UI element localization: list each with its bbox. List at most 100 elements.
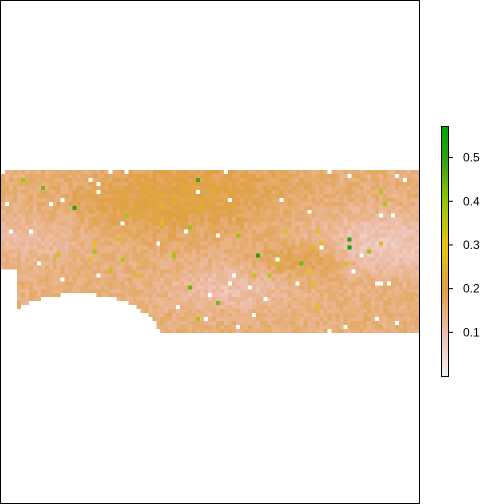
colorbar-tick-label: 0.2: [463, 282, 480, 296]
colorbar-step: [442, 231, 448, 233]
colorbar-step: [442, 265, 448, 267]
colorbar-step: [442, 283, 448, 285]
colorbar-step: [442, 194, 448, 196]
colorbar-step: [442, 195, 448, 197]
colorbar-step: [442, 147, 448, 149]
colorbar-step: [442, 214, 448, 216]
colorbar-step: [442, 330, 448, 332]
colorbar-step: [442, 151, 448, 153]
colorbar-step: [442, 369, 448, 371]
colorbar-step: [442, 263, 448, 265]
colorbar-step: [442, 338, 448, 340]
colorbar-step: [442, 129, 448, 131]
colorbar-step: [442, 185, 448, 187]
colorbar-tick-label: 0.3: [463, 238, 480, 252]
colorbar-step: [442, 219, 448, 221]
colorbar-step: [442, 247, 448, 249]
colorbar-step: [442, 275, 448, 277]
colorbar-step: [442, 371, 448, 373]
colorbar-step: [442, 228, 448, 230]
colorbar-step: [442, 285, 448, 287]
colorbar-step: [442, 127, 448, 129]
colorbar-step: [442, 287, 448, 289]
colorbar-step: [442, 229, 448, 231]
colorbar-step: [442, 278, 448, 280]
colorbar-step: [442, 347, 448, 349]
colorbar-step: [442, 207, 448, 209]
colorbar-step: [442, 159, 448, 161]
colorbar-step: [442, 336, 448, 338]
colorbar-tick-label: 0.1: [463, 325, 480, 339]
colorbar-gradient: [442, 127, 448, 377]
colorbar-step: [442, 303, 448, 305]
colorbar-step: [442, 203, 448, 205]
colorbar-step: [442, 211, 448, 213]
colorbar-step: [442, 178, 448, 180]
colorbar-step: [442, 193, 448, 195]
colorbar-step: [442, 309, 448, 311]
colorbar-step: [442, 316, 448, 318]
colorbar-step: [442, 216, 448, 218]
colorbar-step: [442, 328, 448, 330]
colorbar-step: [442, 323, 448, 325]
colorbar-step: [442, 357, 448, 359]
colorbar-step: [442, 130, 448, 132]
colorbar-step: [442, 241, 448, 243]
colorbar-step: [442, 374, 448, 376]
colorbar-step: [442, 360, 448, 362]
colorbar-step: [442, 161, 448, 163]
colorbar-step: [442, 132, 448, 134]
colorbar-step: [442, 139, 448, 141]
colorbar-step: [442, 179, 448, 181]
colorbar-step: [442, 227, 448, 229]
colorbar-step: [442, 240, 448, 242]
colorbar-step: [442, 131, 448, 133]
colorbar-step: [442, 311, 448, 313]
colorbar-step: [442, 325, 448, 327]
colorbar-step: [442, 144, 448, 146]
colorbar-step: [442, 346, 448, 348]
colorbar-step: [442, 274, 448, 276]
colorbar-step: [442, 295, 448, 297]
colorbar-step: [442, 175, 448, 177]
colorbar-step: [442, 128, 448, 130]
colorbar-step: [442, 133, 448, 135]
colorbar-step: [442, 286, 448, 288]
colorbar-step: [442, 342, 448, 344]
colorbar-step: [442, 279, 448, 281]
colorbar-step: [442, 312, 448, 314]
colorbar-step: [442, 223, 448, 225]
colorbar-step: [442, 206, 448, 208]
colorbar-step: [442, 210, 448, 212]
colorbar-step: [442, 182, 448, 184]
colorbar-step: [442, 365, 448, 367]
colorbar-step: [442, 137, 448, 139]
colorbar-step: [442, 242, 448, 244]
colorbar-step: [442, 188, 448, 190]
colorbar-step: [442, 142, 448, 144]
colorbar-step: [442, 143, 448, 145]
colorbar-frame: [441, 126, 449, 377]
colorbar-step: [442, 225, 448, 227]
colorbar-step: [442, 367, 448, 369]
colorbar-step: [442, 281, 448, 283]
colorbar-step: [442, 313, 448, 315]
colorbar-step: [442, 269, 448, 271]
colorbar-step: [442, 362, 448, 364]
colorbar-step: [442, 335, 448, 337]
colorbar-step: [442, 192, 448, 194]
colorbar-step: [442, 353, 448, 355]
colorbar-step: [442, 361, 448, 363]
colorbar-step: [442, 359, 448, 361]
colorbar-step: [442, 162, 448, 164]
colorbar-step: [442, 149, 448, 151]
colorbar-step: [442, 172, 448, 174]
colorbar-step: [442, 248, 448, 250]
colorbar-step: [442, 288, 448, 290]
colorbar-step: [442, 292, 448, 294]
colorbar-step: [442, 256, 448, 258]
colorbar-step: [442, 297, 448, 299]
colorbar-step: [442, 320, 448, 322]
colorbar-step: [442, 345, 448, 347]
